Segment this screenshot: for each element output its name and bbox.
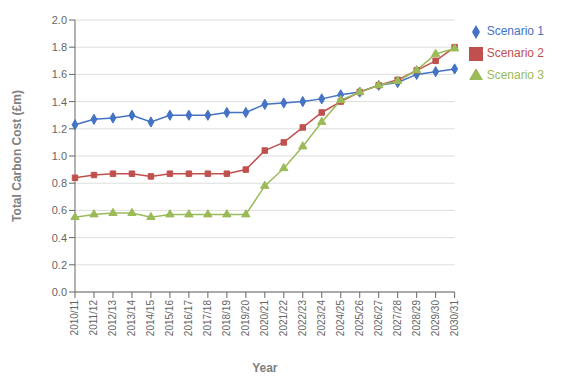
svg-text:1.4: 1.4 (52, 96, 67, 108)
svg-text:0.2: 0.2 (52, 259, 67, 271)
svg-text:2023/24: 2023/24 (316, 300, 327, 337)
svg-text:2029/30: 2029/30 (430, 300, 441, 337)
svg-text:Year: Year (252, 361, 278, 375)
html-text:Scenario 2: Scenario 2 (486, 46, 544, 60)
svg-text:0.0: 0.0 (52, 286, 67, 298)
svg-text:2017/18: 2017/18 (202, 300, 213, 337)
html-text:Scenario 1: Scenario 1 (486, 24, 544, 38)
svg-text:2016/17: 2016/17 (183, 300, 194, 337)
svg-text:1.2: 1.2 (52, 123, 67, 135)
svg-text:2025/26: 2025/26 (354, 300, 365, 337)
svg-text:2014/15: 2014/15 (145, 300, 156, 337)
svg-text:0.8: 0.8 (52, 177, 67, 189)
svg-text:2012/13: 2012/13 (107, 300, 118, 337)
svg-text:2026/27: 2026/27 (373, 300, 384, 337)
svg-text:2018/19: 2018/19 (221, 300, 232, 337)
svg-text:2030/31: 2030/31 (449, 300, 460, 337)
svg-text:2015/16: 2015/16 (164, 300, 175, 337)
svg-text:2.0: 2.0 (52, 14, 67, 26)
svg-text:1.6: 1.6 (52, 68, 67, 80)
html-text:Scenario 3: Scenario 3 (486, 68, 544, 82)
svg-text:2019/20: 2019/20 (240, 300, 251, 337)
svg-text:0.6: 0.6 (52, 204, 67, 216)
svg-text:Total Carbon Cost (£m): Total Carbon Cost (£m) (10, 90, 24, 222)
svg-text:1.8: 1.8 (52, 41, 67, 53)
svg-text:2013/14: 2013/14 (126, 300, 137, 337)
svg-text:2022/23: 2022/23 (297, 300, 308, 337)
svg-text:2021/22: 2021/22 (278, 300, 289, 337)
svg-text:2010/11: 2010/11 (69, 300, 80, 336)
svg-text:2028/29: 2028/29 (411, 300, 422, 337)
svg-text:0.4: 0.4 (52, 232, 67, 244)
svg-text:2027/28: 2027/28 (392, 300, 403, 337)
svg-text:1.0: 1.0 (52, 150, 67, 162)
svg-text:2011/12: 2011/12 (88, 300, 99, 336)
svg-text:2024/25: 2024/25 (335, 300, 346, 337)
svg-text:2020/21: 2020/21 (259, 300, 270, 337)
